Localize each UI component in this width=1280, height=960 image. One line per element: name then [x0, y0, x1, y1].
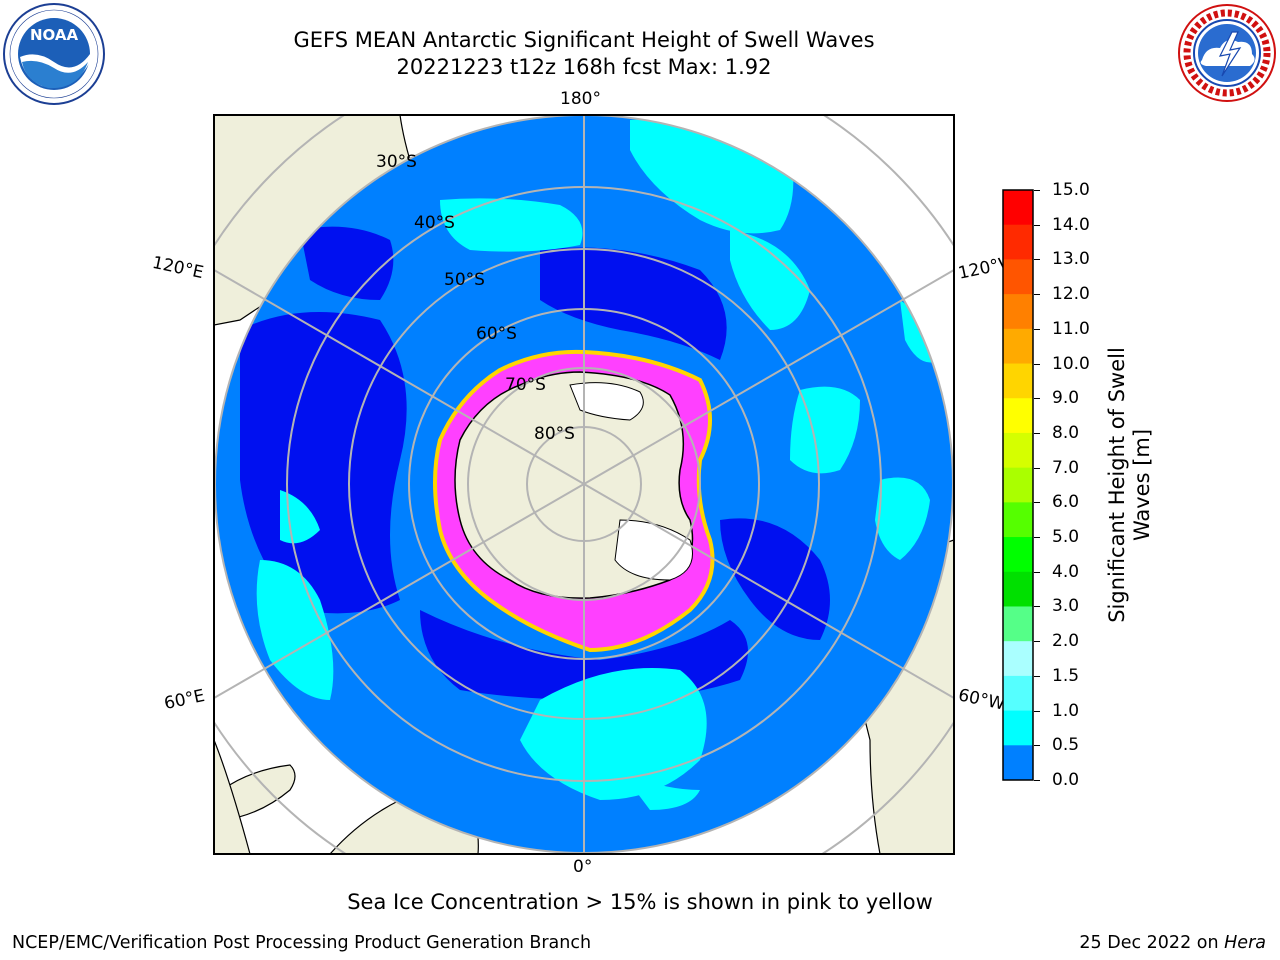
machine-name: Hera — [1224, 933, 1266, 953]
colorbar-tick-label: 15.0 — [1052, 180, 1090, 200]
colorbar-bin — [1003, 710, 1033, 746]
colorbar-bin — [1003, 328, 1033, 365]
lat-label-50s: 50°S — [444, 270, 485, 290]
colorbar-tick-mark — [1034, 675, 1040, 677]
colorbar-tick-mark — [1034, 398, 1040, 400]
colorbar-tick-label: 6.0 — [1052, 492, 1080, 513]
ocean-swell-patch-7 — [520, 668, 707, 800]
colorbar-bin — [1003, 224, 1033, 260]
colorbar-tick-mark — [1034, 294, 1040, 296]
colorbar-tick-label: 7.0 — [1052, 457, 1080, 478]
date-line: 25 Dec 2022 on Hera — [1079, 933, 1266, 953]
colorbar-bin — [1003, 502, 1033, 538]
colorbar-tick-mark — [1034, 328, 1040, 330]
colorbar-bin — [1003, 537, 1033, 573]
colorbar-tick-label: 12.0 — [1052, 284, 1090, 305]
ice-shelf-ross — [569, 382, 644, 421]
colorbar-bin — [1003, 432, 1033, 469]
ocean-swell-patch-6 — [256, 560, 334, 700]
noaa-logo-text: NOAA — [30, 26, 79, 44]
colorbar — [1002, 189, 1034, 781]
colorbar-title-line1: Significant Height of Swell — [1105, 347, 1129, 623]
ocean-low-swell-pacific — [540, 247, 727, 360]
colorbar-tick-mark — [1034, 432, 1040, 434]
colorbar-tick-mark — [1034, 537, 1040, 539]
date-text: 25 Dec 2022 on — [1079, 933, 1219, 953]
colorbar-tick-label: 3.0 — [1052, 596, 1080, 617]
colorbar-bin — [1003, 467, 1033, 503]
ocean-swell-patch-3 — [730, 230, 810, 330]
colorbar-tick-label: 2.0 — [1052, 631, 1080, 652]
nws-logo — [1178, 4, 1276, 102]
colorbar-bin — [1003, 571, 1033, 607]
colorbar-tick-mark — [1034, 606, 1040, 608]
colorbar-tick-label: 0.0 — [1052, 770, 1080, 790]
lon-label-0: 0° — [573, 857, 593, 877]
colorbar-tick-label: 13.0 — [1052, 249, 1090, 270]
colorbar-tick-label: 14.0 — [1052, 214, 1090, 235]
ocean-swell-patch-10 — [620, 770, 700, 810]
colorbar-tick-label: 1.0 — [1052, 700, 1080, 721]
lat-label-70s: 70°S — [505, 375, 546, 395]
colorbar-bin — [1003, 745, 1033, 781]
ocean-swell-patch-5 — [875, 477, 930, 560]
colorbar-tick-mark — [1034, 745, 1040, 747]
colorbar-tick-label: 8.0 — [1052, 422, 1080, 443]
colorbar-title: Significant Height of Swell Waves [m] — [1105, 347, 1155, 623]
colorbar-tick-mark — [1034, 224, 1040, 226]
colorbar-bin — [1003, 294, 1033, 330]
credit-line: NCEP/EMC/Verification Post Processing Pr… — [12, 933, 592, 953]
colorbar-tick-mark — [1034, 780, 1040, 781]
lat-label-80s: 80°S — [534, 424, 575, 444]
colorbar-tick-label: 11.0 — [1052, 318, 1090, 339]
colorbar-tick-mark — [1034, 571, 1040, 573]
lat-label-30s: 30°S — [376, 152, 417, 172]
colorbar-title-line2: Waves [m] — [1130, 428, 1154, 542]
chart-subtitle: 20221223 t12z 168h fcst Max: 1.92 — [396, 55, 772, 79]
colorbar-bin — [1003, 259, 1033, 295]
colorbar-tick-mark — [1034, 190, 1040, 191]
sea-ice-note: Sea Ice Concentration > 15% is shown in … — [347, 890, 933, 914]
colorbar-bin — [1003, 606, 1033, 642]
noaa-logo: NOAA — [3, 3, 105, 105]
colorbar-tick-mark — [1034, 502, 1040, 504]
colorbar-tick-mark — [1034, 467, 1040, 469]
colorbar-bin — [1003, 363, 1033, 399]
colorbar-bin — [1003, 675, 1033, 712]
lat-label-40s: 40°S — [414, 213, 455, 233]
chart-title: GEFS MEAN Antarctic Significant Height o… — [293, 28, 875, 52]
colorbar-tick-mark — [1034, 710, 1040, 712]
colorbar-tick-mark — [1034, 363, 1040, 365]
colorbar-bin — [1003, 641, 1033, 677]
ocean-low-swell-tasman — [300, 226, 394, 300]
lon-label-180: 180° — [560, 89, 601, 109]
colorbar-tick-label: 10.0 — [1052, 353, 1090, 374]
colorbar-tick-label: 4.0 — [1052, 561, 1080, 582]
colorbar-bin — [1003, 190, 1033, 226]
ocean-swell-patch-2 — [440, 198, 583, 252]
colorbar-tick-label: 1.5 — [1052, 665, 1080, 686]
colorbar-tick-label: 9.0 — [1052, 388, 1080, 409]
colorbar-tick-mark — [1034, 641, 1040, 643]
colorbar-tick-label: 0.5 — [1052, 735, 1080, 756]
lat-label-60s: 60°S — [476, 324, 517, 344]
colorbar-bin — [1003, 398, 1033, 434]
colorbar-tick-mark — [1034, 259, 1040, 261]
colorbar-tick-label: 5.0 — [1052, 527, 1080, 548]
